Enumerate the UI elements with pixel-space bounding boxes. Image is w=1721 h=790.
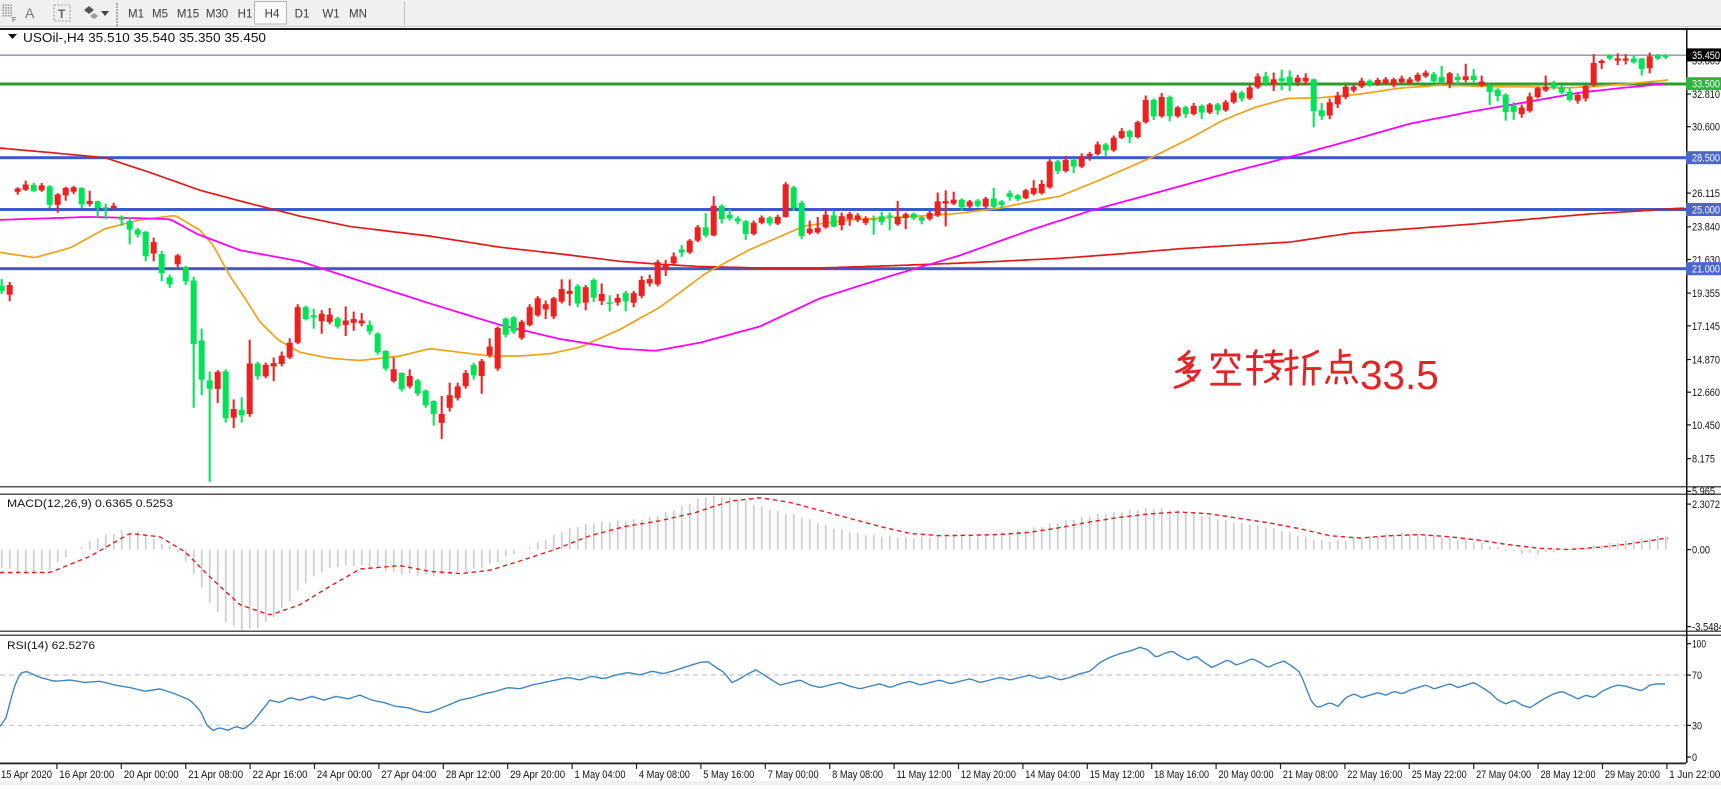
svg-text:16 Apr 20:00: 16 Apr 20:00 xyxy=(59,769,114,781)
svg-text:25 May 22:00: 25 May 22:00 xyxy=(1412,769,1467,781)
svg-text:26.115: 26.115 xyxy=(1692,188,1720,200)
svg-text:18 May 16:00: 18 May 16:00 xyxy=(1154,769,1209,781)
svg-text:1 Jun 22:00: 1 Jun 22:00 xyxy=(1669,769,1720,781)
svg-text:A: A xyxy=(25,5,35,21)
svg-text:15 Apr 2020: 15 Apr 2020 xyxy=(1,769,52,781)
svg-text:20 May 00:00: 20 May 00:00 xyxy=(1219,769,1274,781)
svg-text:22 May 16:00: 22 May 16:00 xyxy=(1347,769,1402,781)
svg-text:17.145: 17.145 xyxy=(1692,321,1720,333)
svg-text:8 May 08:00: 8 May 08:00 xyxy=(832,769,883,781)
svg-text:W1: W1 xyxy=(322,9,339,21)
svg-text:M15: M15 xyxy=(177,9,199,21)
svg-text:19.355: 19.355 xyxy=(1692,288,1720,300)
svg-text:RSI(14) 62.5276: RSI(14) 62.5276 xyxy=(7,640,95,652)
svg-text:25.000: 25.000 xyxy=(1692,205,1720,217)
svg-text:27 May 04:00: 27 May 04:00 xyxy=(1476,769,1531,781)
svg-text:M30: M30 xyxy=(206,9,228,21)
svg-text:11 May 12:00: 11 May 12:00 xyxy=(897,769,952,781)
svg-text:32.810: 32.810 xyxy=(1692,89,1720,101)
svg-text:14.870: 14.870 xyxy=(1692,354,1720,366)
svg-text:8.175: 8.175 xyxy=(1692,454,1715,466)
svg-text:21 May 08:00: 21 May 08:00 xyxy=(1283,769,1338,781)
svg-text:H1: H1 xyxy=(238,9,253,21)
svg-text:F: F xyxy=(12,17,16,24)
svg-text:D1: D1 xyxy=(295,9,310,21)
svg-text:T: T xyxy=(58,7,66,21)
svg-text:12.660: 12.660 xyxy=(1692,387,1720,399)
svg-text:30: 30 xyxy=(1692,720,1702,732)
svg-text:M5: M5 xyxy=(152,9,168,21)
svg-text:12 May 20:00: 12 May 20:00 xyxy=(961,769,1016,781)
svg-text:28.500: 28.500 xyxy=(1692,153,1720,165)
svg-text:10.450: 10.450 xyxy=(1692,420,1720,432)
svg-text:30.600: 30.600 xyxy=(1692,122,1720,134)
svg-text:M1: M1 xyxy=(128,9,144,21)
svg-text:-3.5484: -3.5484 xyxy=(1692,622,1721,634)
svg-text:24 Apr 00:00: 24 Apr 00:00 xyxy=(317,769,372,781)
svg-text:35.450: 35.450 xyxy=(1692,50,1720,62)
svg-text:15 May 12:00: 15 May 12:00 xyxy=(1090,769,1145,781)
svg-text:MN: MN xyxy=(349,9,367,21)
svg-text:USOil-,H4 35.510 35.540 35.35: USOil-,H4 35.510 35.540 35.350 35.450 xyxy=(23,31,266,45)
svg-text:5.965: 5.965 xyxy=(1692,486,1715,498)
svg-text:4 May 08:00: 4 May 08:00 xyxy=(639,769,690,781)
svg-text:22 Apr 16:00: 22 Apr 16:00 xyxy=(253,769,308,781)
svg-text:20 Apr 00:00: 20 Apr 00:00 xyxy=(124,769,179,781)
svg-text:MACD(12,26,9) 0.6365 0.5253: MACD(12,26,9) 0.6365 0.5253 xyxy=(7,498,173,510)
svg-text:0.00: 0.00 xyxy=(1692,545,1710,557)
svg-text:29 Apr 20:00: 29 Apr 20:00 xyxy=(510,769,565,781)
svg-text:21 Apr 08:00: 21 Apr 08:00 xyxy=(188,769,243,781)
svg-text:27 Apr 04:00: 27 Apr 04:00 xyxy=(381,769,436,781)
svg-text:0: 0 xyxy=(1692,752,1697,764)
svg-text:7 May 00:00: 7 May 00:00 xyxy=(768,769,819,781)
svg-text:70: 70 xyxy=(1692,670,1702,682)
svg-text:33.500: 33.500 xyxy=(1692,79,1720,91)
svg-text:2.3072: 2.3072 xyxy=(1692,499,1720,511)
svg-text:28 Apr 12:00: 28 Apr 12:00 xyxy=(446,769,501,781)
svg-text:23.840: 23.840 xyxy=(1692,222,1720,234)
svg-text:14 May 04:00: 14 May 04:00 xyxy=(1025,769,1080,781)
svg-text:29 May 20:00: 29 May 20:00 xyxy=(1605,769,1660,781)
svg-text:1 May 04:00: 1 May 04:00 xyxy=(575,769,626,781)
svg-text:33.5: 33.5 xyxy=(1360,352,1439,398)
svg-text:28 May 12:00: 28 May 12:00 xyxy=(1541,769,1596,781)
svg-text:H4: H4 xyxy=(265,9,280,21)
svg-text:21.000: 21.000 xyxy=(1692,264,1720,276)
svg-text:100: 100 xyxy=(1692,639,1706,651)
svg-text:5 May 16:00: 5 May 16:00 xyxy=(703,769,754,781)
